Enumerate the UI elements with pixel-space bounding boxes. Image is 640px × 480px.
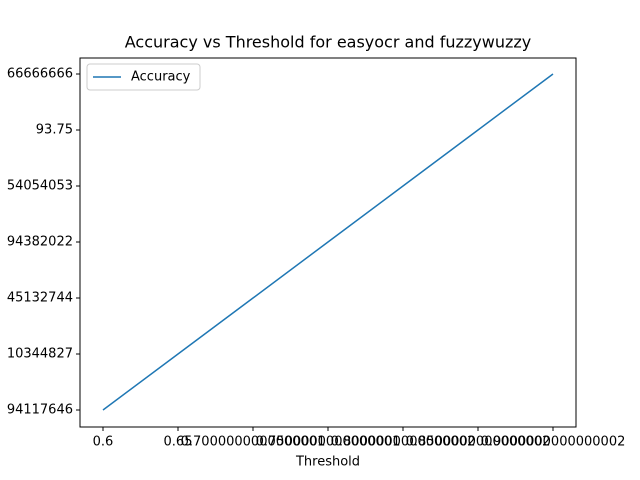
y-tick-label: 94382022: [7, 235, 73, 250]
legend-label: Accuracy: [131, 70, 191, 85]
y-tick-label: 45132744: [7, 291, 73, 306]
y-tick-label: 66666666: [7, 67, 73, 82]
y-tick-label: 94117646: [7, 403, 73, 418]
data-line: [102, 73, 554, 411]
y-tick-label: 93.75: [36, 123, 73, 138]
x-axis-label: Threshold: [295, 455, 360, 470]
y-tick-label: 10344827: [7, 347, 73, 362]
y-tick-label: 54054053: [7, 179, 73, 194]
x-tick-label: 0.7000000000000001: [181, 435, 326, 450]
x-tick-label: 0.6: [93, 435, 114, 450]
x-tick-label: 0.9000000000000002: [481, 435, 626, 450]
x-tick-label: 0.7500000000000001: [256, 435, 401, 450]
x-tick-label: 0.8500000000000002: [406, 435, 551, 450]
chart-title: Accuracy vs Threshold for easyocr and fu…: [125, 33, 531, 52]
legend-box: [86, 63, 201, 91]
x-tick-label: 0.65: [164, 435, 193, 450]
x-tick-label: 0.8000000000000002: [331, 435, 476, 450]
